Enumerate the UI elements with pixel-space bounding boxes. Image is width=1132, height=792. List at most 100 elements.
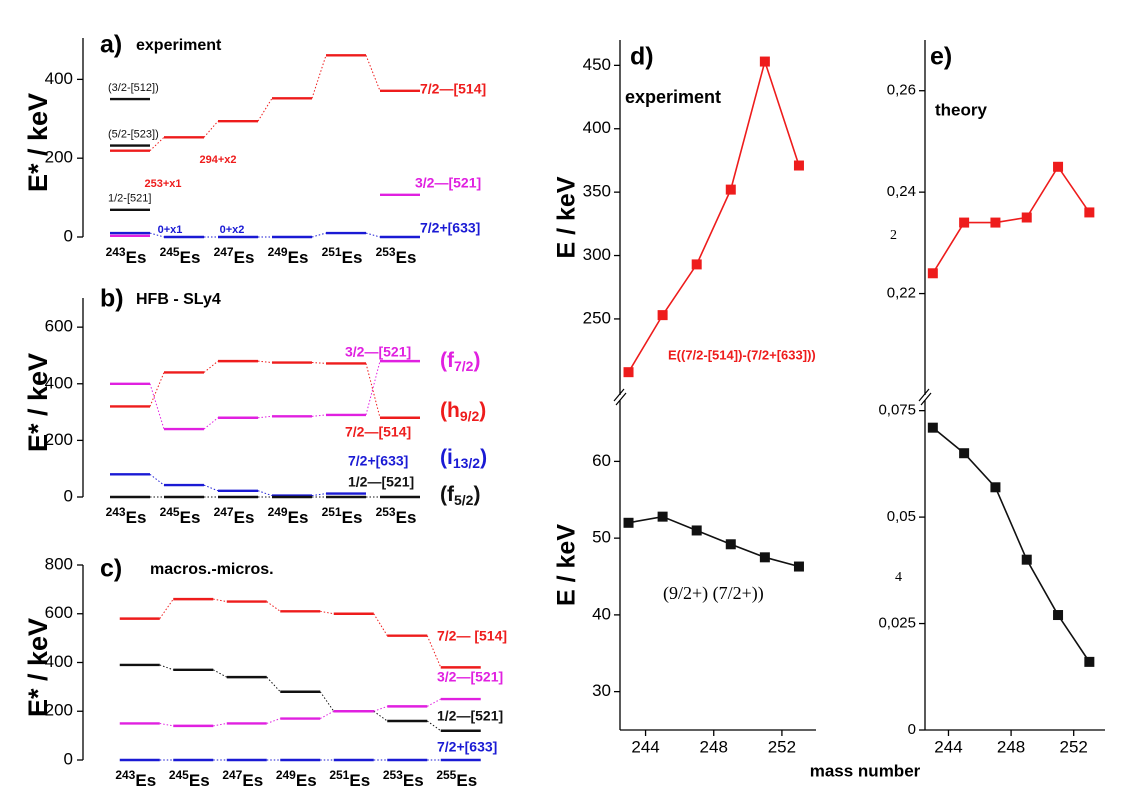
- y-tick-label: 600: [45, 317, 73, 336]
- level-connector: [266, 718, 281, 724]
- series-label: 3/2—[521]: [437, 669, 503, 685]
- level-connector: [319, 691, 335, 712]
- y-tick-label: 400: [45, 69, 73, 88]
- element-symbol: Es: [126, 248, 147, 267]
- level-connector: [311, 414, 327, 417]
- shell-close: ): [473, 349, 480, 372]
- marker: [1053, 610, 1064, 621]
- element-symbol: Es: [403, 771, 424, 790]
- y-tick-label: 50: [592, 528, 611, 547]
- y-tick-label: 600: [45, 603, 73, 622]
- level-connector: [257, 98, 273, 122]
- shell-label: (f7/2): [440, 349, 480, 374]
- annotation: 0+x1: [158, 224, 183, 236]
- panel-title: experiment: [625, 87, 721, 107]
- level-connector: [149, 232, 165, 238]
- mass-number: 251: [322, 245, 342, 259]
- series-line: [628, 515, 800, 568]
- level-connector: [203, 484, 219, 492]
- y-tick-label: 450: [583, 55, 611, 74]
- y-axis-label: E / keV: [553, 176, 581, 258]
- x-tick-label: 253Es: [383, 768, 424, 790]
- series-label: 3/2—[521]: [345, 344, 411, 360]
- marker: [623, 517, 634, 528]
- mass-number: 245: [160, 245, 180, 259]
- x-tick-label: 247Es: [222, 768, 263, 790]
- marker: [725, 184, 736, 195]
- marker: [1084, 656, 1095, 667]
- x-tick-label: 243Es: [115, 768, 156, 790]
- series-label: 7/2—[514]: [345, 424, 411, 440]
- annotation: 0+x2: [220, 224, 245, 236]
- mass-number: 245: [160, 505, 180, 519]
- panel-title: macros.-micros.: [150, 561, 274, 578]
- level-connector: [320, 610, 334, 615]
- marker: [959, 217, 970, 228]
- annotation: (9/2+) (7/2+)): [663, 583, 764, 604]
- x-tick-label: 249Es: [276, 768, 317, 790]
- level-connector: [311, 232, 327, 238]
- element-symbol: Es: [456, 771, 477, 790]
- series-label: (5/2-[523]): [108, 128, 159, 140]
- series-line: [932, 427, 1091, 663]
- x-tick-label: 244: [934, 737, 962, 756]
- element-symbol: Es: [189, 771, 210, 790]
- mass-number: 249: [276, 768, 296, 782]
- panel-title: HFB - SLy4: [136, 291, 221, 308]
- level-connector: [149, 372, 165, 407]
- marker: [927, 422, 938, 433]
- annotation: 2: [890, 228, 897, 243]
- y-tick-label: 0,22: [887, 285, 916, 302]
- panel-label: e): [930, 43, 952, 71]
- level-connector: [320, 710, 334, 720]
- x-tick-label: 251Es: [329, 768, 370, 790]
- element-symbol: Es: [135, 771, 156, 790]
- level-connector: [311, 362, 327, 364]
- x-tick-label: 255Es: [436, 768, 477, 790]
- series-label: 7/2+[633]: [437, 739, 497, 755]
- shell-orbital: (i: [440, 446, 453, 469]
- element-symbol: Es: [342, 248, 363, 267]
- shell-label: (h9/2): [440, 399, 486, 424]
- y-axis-label: E* / keV: [23, 353, 53, 452]
- marker: [759, 552, 770, 563]
- y-axis-label: E* / keV: [23, 93, 53, 192]
- level-connector: [311, 55, 327, 99]
- level-connector: [203, 417, 219, 430]
- level-connector: [426, 720, 442, 732]
- series-label: 1/2—[521]: [348, 474, 414, 490]
- x-tick-label: 249Es: [268, 505, 309, 527]
- y-tick-label: 400: [583, 118, 611, 137]
- series-label: 7/2+[633]: [420, 220, 480, 236]
- shell-label: (i13/2): [440, 446, 487, 471]
- y-tick-label: 30: [592, 681, 611, 700]
- series-label: 1/2-[521]: [108, 193, 151, 205]
- level-connector: [149, 473, 165, 486]
- x-tick-label: 252: [1060, 737, 1088, 756]
- element-symbol: Es: [180, 508, 201, 527]
- y-tick-label: 0: [64, 486, 73, 505]
- marker: [725, 539, 736, 550]
- marker: [623, 367, 634, 378]
- series-line: [932, 165, 1091, 274]
- mass-number: 243: [106, 245, 126, 259]
- level-connector: [266, 676, 281, 693]
- shell-j: 9/2: [460, 408, 480, 424]
- x-tick-label: 252: [768, 737, 796, 756]
- level-connector: [159, 722, 174, 727]
- mass-number: 247: [214, 245, 234, 259]
- marker: [990, 482, 1001, 493]
- x-tick-label: 244: [631, 737, 659, 756]
- y-tick-label: 0,075: [878, 402, 916, 419]
- y-tick-label: 200: [45, 430, 73, 449]
- level-connector: [203, 360, 219, 373]
- x-tick-label: 249Es: [268, 245, 309, 267]
- marker: [990, 217, 1001, 228]
- y-tick-label: 800: [45, 554, 73, 573]
- mass-number: 251: [329, 768, 349, 782]
- shell-label: (f5/2): [440, 483, 480, 508]
- x-tick-label: 251Es: [322, 245, 363, 267]
- shell-j: 13/2: [453, 455, 480, 471]
- marker: [1084, 207, 1095, 218]
- mass-number: 249: [268, 505, 288, 519]
